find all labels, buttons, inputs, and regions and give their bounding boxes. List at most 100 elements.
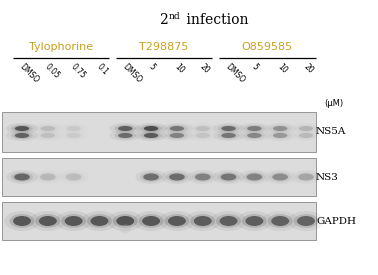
Ellipse shape (11, 132, 33, 139)
Text: 10: 10 (276, 62, 289, 75)
Ellipse shape (15, 133, 29, 138)
Text: infection: infection (182, 13, 248, 27)
Ellipse shape (66, 174, 81, 180)
Ellipse shape (144, 133, 158, 138)
Ellipse shape (269, 172, 291, 182)
Ellipse shape (288, 211, 324, 231)
Text: Tylophorine: Tylophorine (29, 42, 93, 52)
Ellipse shape (6, 123, 38, 134)
Ellipse shape (139, 214, 164, 228)
Text: DMSO: DMSO (224, 62, 247, 85)
Ellipse shape (159, 211, 195, 231)
Ellipse shape (143, 174, 159, 180)
Ellipse shape (87, 214, 112, 228)
Ellipse shape (40, 174, 56, 180)
Ellipse shape (120, 224, 131, 233)
Ellipse shape (218, 125, 239, 132)
Ellipse shape (140, 132, 162, 139)
Ellipse shape (133, 211, 169, 231)
Ellipse shape (161, 170, 192, 184)
Ellipse shape (140, 125, 162, 132)
Ellipse shape (61, 214, 86, 228)
Bar (2, 112, 316, 152)
Ellipse shape (30, 211, 66, 231)
Ellipse shape (270, 132, 291, 139)
Ellipse shape (192, 172, 214, 182)
Ellipse shape (297, 216, 315, 226)
Ellipse shape (135, 123, 167, 134)
Ellipse shape (195, 174, 211, 180)
Ellipse shape (118, 126, 133, 131)
Text: 10: 10 (172, 62, 186, 75)
Text: 2: 2 (159, 13, 168, 27)
Ellipse shape (39, 216, 57, 226)
Ellipse shape (218, 172, 240, 182)
Ellipse shape (185, 211, 221, 231)
Ellipse shape (166, 172, 188, 182)
Ellipse shape (211, 211, 246, 231)
Ellipse shape (271, 216, 289, 226)
Ellipse shape (273, 174, 288, 180)
Ellipse shape (115, 132, 136, 139)
Text: NS5A: NS5A (316, 128, 346, 136)
Ellipse shape (216, 214, 241, 228)
Ellipse shape (190, 214, 215, 228)
Text: 5: 5 (250, 62, 260, 72)
Ellipse shape (262, 211, 298, 231)
Ellipse shape (293, 214, 319, 228)
Ellipse shape (222, 126, 236, 131)
Bar (2, 202, 316, 240)
Ellipse shape (56, 211, 91, 231)
Ellipse shape (237, 211, 272, 231)
Ellipse shape (67, 126, 81, 131)
Ellipse shape (273, 133, 287, 138)
Ellipse shape (135, 130, 167, 141)
Text: 0.05: 0.05 (43, 62, 62, 80)
Ellipse shape (142, 216, 160, 226)
Text: NS3: NS3 (316, 172, 339, 182)
Ellipse shape (242, 214, 267, 228)
Ellipse shape (270, 125, 291, 132)
Ellipse shape (243, 132, 265, 139)
Ellipse shape (168, 216, 186, 226)
Ellipse shape (35, 214, 60, 228)
Ellipse shape (298, 174, 314, 180)
Ellipse shape (67, 133, 81, 138)
Ellipse shape (4, 211, 40, 231)
Ellipse shape (170, 133, 184, 138)
Ellipse shape (166, 125, 188, 132)
Ellipse shape (40, 126, 55, 131)
Ellipse shape (213, 123, 245, 134)
Ellipse shape (6, 170, 38, 184)
Ellipse shape (116, 216, 134, 226)
Ellipse shape (221, 174, 236, 180)
Ellipse shape (115, 125, 136, 132)
Ellipse shape (109, 130, 141, 141)
Ellipse shape (144, 126, 158, 131)
Ellipse shape (118, 133, 133, 138)
Text: 20: 20 (302, 62, 315, 75)
Ellipse shape (11, 125, 33, 132)
Ellipse shape (247, 126, 262, 131)
Text: DMSO: DMSO (121, 62, 144, 85)
Text: 0.1: 0.1 (95, 62, 110, 77)
Ellipse shape (6, 130, 38, 141)
Text: O859585: O859585 (242, 42, 293, 52)
Text: DMSO: DMSO (18, 62, 40, 85)
Ellipse shape (246, 174, 262, 180)
Ellipse shape (222, 133, 236, 138)
Text: T298875: T298875 (139, 42, 189, 52)
Ellipse shape (113, 214, 138, 228)
Ellipse shape (247, 133, 262, 138)
Text: 5: 5 (147, 62, 156, 72)
Ellipse shape (166, 132, 188, 139)
Ellipse shape (243, 172, 265, 182)
Ellipse shape (245, 216, 263, 226)
Ellipse shape (273, 126, 287, 131)
Text: nd: nd (169, 12, 181, 21)
Ellipse shape (140, 172, 162, 182)
Ellipse shape (90, 216, 108, 226)
Ellipse shape (194, 216, 212, 226)
Ellipse shape (107, 211, 143, 231)
Ellipse shape (164, 214, 189, 228)
